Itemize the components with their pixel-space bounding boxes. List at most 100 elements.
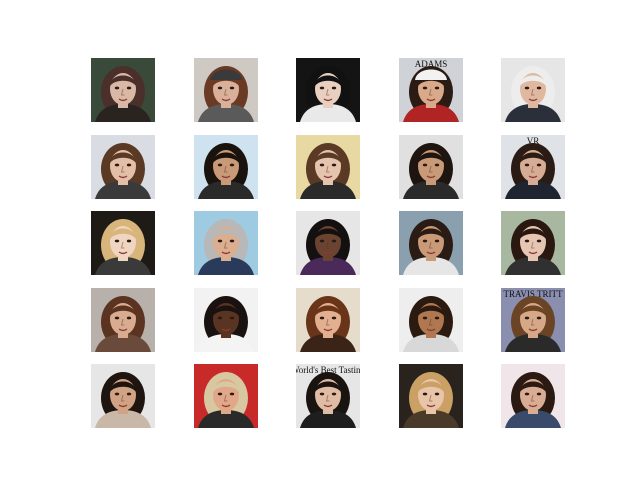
hair-fringe-shape — [418, 305, 444, 316]
mouth-shape — [118, 175, 128, 179]
nose-shape — [120, 88, 125, 96]
mouth-shape — [221, 251, 231, 255]
clothing-shape — [300, 104, 356, 122]
face-thumbnail — [399, 135, 463, 199]
face-portrait-image — [296, 288, 360, 352]
thumbnail-caption: VR — [527, 136, 540, 146]
hair-fringe-shape — [520, 381, 546, 392]
nose-shape — [428, 88, 433, 96]
hair-fringe-shape — [213, 228, 239, 239]
hair-fringe-shape — [213, 381, 239, 392]
mouth-shape — [528, 328, 538, 332]
nose-shape — [223, 241, 228, 249]
mouth-shape — [323, 404, 333, 408]
face-thumbnail — [194, 135, 258, 199]
clothing-shape — [505, 257, 561, 275]
hair-fringe-shape — [418, 381, 444, 392]
hair-fringe-shape — [418, 152, 444, 163]
face-thumbnail — [399, 364, 463, 428]
nose-shape — [428, 394, 433, 402]
eye-shape — [331, 163, 337, 167]
nose-shape — [325, 165, 330, 173]
eye-shape — [126, 392, 132, 396]
clothing-shape — [300, 334, 356, 352]
face-thumbnail — [399, 288, 463, 352]
hair-fringe-shape — [520, 75, 546, 86]
eye-shape — [217, 392, 223, 396]
clothing-shape — [95, 257, 151, 275]
face-portrait-image — [194, 288, 258, 352]
eye-shape — [319, 392, 325, 396]
mouth-shape — [323, 98, 333, 102]
hair-fringe-shape — [110, 152, 136, 163]
eye-shape — [331, 392, 337, 396]
eye-shape — [217, 163, 223, 167]
eye-shape — [126, 316, 132, 320]
face-thumbnail: TRAVIS TRITT — [501, 288, 565, 352]
eye-shape — [217, 86, 223, 90]
eye-shape — [434, 163, 440, 167]
face-portrait-image — [91, 364, 155, 428]
eye-shape — [319, 316, 325, 320]
clothing-shape — [403, 410, 459, 428]
mouth-shape — [426, 328, 436, 332]
clothing-shape — [505, 410, 561, 428]
nose-shape — [325, 394, 330, 402]
hair-fringe-shape — [520, 152, 546, 163]
eye-shape — [319, 163, 325, 167]
hat-shape — [415, 69, 447, 80]
hair-fringe-shape — [315, 228, 341, 239]
clothing-shape — [505, 334, 561, 352]
face-thumbnail — [91, 288, 155, 352]
thumbnail-caption: World's Best Tasting — [296, 365, 360, 375]
thumbnail-caption: TRAVIS TRITT — [504, 289, 563, 299]
face-thumbnail — [91, 211, 155, 275]
mouth-shape — [118, 98, 128, 102]
mouth-shape — [426, 175, 436, 179]
mouth-shape — [323, 175, 333, 179]
eye-shape — [434, 316, 440, 320]
nose-shape — [223, 165, 228, 173]
face-thumbnail: ADAMS — [399, 58, 463, 122]
eye-shape — [434, 392, 440, 396]
nose-shape — [120, 394, 125, 402]
face-thumbnail — [296, 211, 360, 275]
clothing-shape — [505, 104, 561, 122]
hair-fringe-shape — [418, 228, 444, 239]
nose-shape — [530, 241, 535, 249]
eye-shape — [229, 86, 235, 90]
face-portrait-image — [399, 364, 463, 428]
face-portrait-image: ADAMS — [399, 58, 463, 122]
clothing-shape — [403, 257, 459, 275]
mouth-shape — [528, 404, 538, 408]
nose-shape — [428, 318, 433, 326]
face-thumbnail — [194, 211, 258, 275]
eye-shape — [536, 316, 542, 320]
face-portrait-image — [91, 211, 155, 275]
eye-shape — [114, 163, 120, 167]
face-portrait-image: TRAVIS TRITT — [501, 288, 565, 352]
face-thumbnail: World's Best Tasting — [296, 364, 360, 428]
hair-fringe-shape — [110, 228, 136, 239]
nose-shape — [530, 165, 535, 173]
clothing-shape — [300, 181, 356, 199]
face-thumbnail — [296, 58, 360, 122]
clothing-shape — [95, 334, 151, 352]
face-thumbnail — [194, 288, 258, 352]
face-portrait-image: VR — [501, 135, 565, 199]
nose-shape — [325, 241, 330, 249]
nose-shape — [120, 241, 125, 249]
eye-shape — [536, 86, 542, 90]
eye-shape — [524, 86, 530, 90]
eye-shape — [126, 163, 132, 167]
clothing-shape — [403, 181, 459, 199]
eye-shape — [126, 86, 132, 90]
eye-shape — [434, 86, 440, 90]
clothing-shape — [300, 410, 356, 428]
eye-shape — [114, 316, 120, 320]
eye-shape — [524, 392, 530, 396]
face-portrait-image — [296, 135, 360, 199]
mouth-shape — [528, 251, 538, 255]
mouth-shape — [118, 328, 128, 332]
face-portrait-image: World's Best Tasting — [296, 364, 360, 428]
